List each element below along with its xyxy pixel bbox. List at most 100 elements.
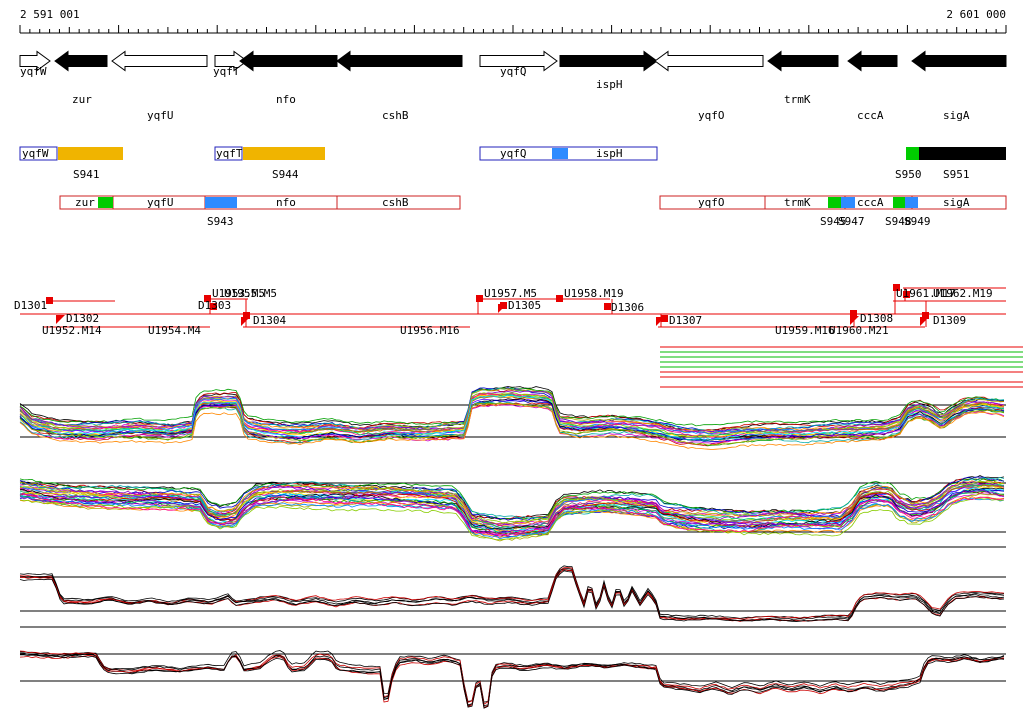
marker-label-D1309[interactable]: D1309 <box>933 314 966 327</box>
coverage-forward-trace <box>19 570 1005 622</box>
marker-flag <box>850 316 859 325</box>
marker-square[interactable] <box>46 297 53 304</box>
gene-label-yqfU: yqfU <box>147 109 174 122</box>
marker-label-D1303[interactable]: D1303 <box>198 299 231 312</box>
marker-flag <box>920 317 929 326</box>
marker-square[interactable] <box>661 315 668 322</box>
gene-label-cccA: cccA <box>857 109 884 122</box>
marker-label-D1302[interactable]: D1302 <box>66 312 99 325</box>
segment-label-S950: S950 <box>895 168 922 181</box>
segment-label-S944: S944 <box>272 168 299 181</box>
gene-arrow-yqfO[interactable] <box>654 50 764 72</box>
marker-label-D1306[interactable]: D1306 <box>611 301 644 314</box>
marker-label-U1956.M16[interactable]: U1956.M16 <box>400 324 460 337</box>
gene-label-yqfT: yqfT <box>213 65 240 78</box>
marker-label-U1953.M5[interactable]: U1953.M5 <box>212 287 265 300</box>
expression-forward-dense-trace <box>19 387 1005 432</box>
expression-reverse-dense-trace <box>19 477 1005 519</box>
transcript-box[interactable] <box>214 146 243 161</box>
marker-square[interactable] <box>210 303 217 310</box>
operon-box[interactable] <box>659 195 1007 210</box>
gene-arrow-zur[interactable] <box>54 50 108 72</box>
transcript-box[interactable] <box>19 146 58 161</box>
operon-segment[interactable] <box>905 197 918 208</box>
marker-square[interactable] <box>604 303 611 310</box>
marker-label-D1308[interactable]: D1308 <box>860 312 893 325</box>
operon-segment[interactable] <box>205 197 237 208</box>
marker-label-U1959.M16[interactable]: U1959.M16 <box>775 324 835 337</box>
expression-reverse-dense-trace <box>19 484 1005 530</box>
segment-label-S951: S951 <box>943 168 970 181</box>
gene-arrow-yqfT[interactable] <box>214 50 248 72</box>
gene-arrow-nfo[interactable] <box>239 50 338 72</box>
gene-arrow-cccA[interactable] <box>847 50 898 72</box>
operon-segment[interactable] <box>841 197 855 208</box>
marker-square[interactable] <box>243 312 250 319</box>
operon-segment[interactable] <box>828 197 841 208</box>
gene-label-ispH: ispH <box>596 78 623 91</box>
marker-flag <box>656 317 665 326</box>
operon-gene-label-sigA: sigA <box>943 196 970 209</box>
expression-reverse-dense-trace <box>19 493 1005 537</box>
marker-square[interactable] <box>893 284 900 291</box>
operon-box[interactable] <box>59 195 461 210</box>
transcript-label-ispH: ispH <box>596 147 623 160</box>
marker-square[interactable] <box>204 295 211 302</box>
marker-label-U1952.M14[interactable]: U1952.M14 <box>42 324 102 337</box>
gene-arrow-ispH[interactable] <box>559 50 658 72</box>
marker-square[interactable] <box>922 312 929 319</box>
marker-square[interactable] <box>850 310 857 317</box>
gene-label-trmK: trmK <box>784 93 811 106</box>
segment-label-S947: S947 <box>838 215 865 228</box>
marker-flag <box>56 315 65 324</box>
segment-label-S949: S949 <box>904 215 931 228</box>
operon-segment[interactable] <box>98 197 113 208</box>
operon-gene-label-yqfU: yqfU <box>147 196 174 209</box>
marker-label-U1958.M19[interactable]: U1958.M19 <box>564 287 624 300</box>
marker-square[interactable] <box>476 295 483 302</box>
gene-arrow-cshB[interactable] <box>336 50 463 72</box>
segment-box-S944[interactable] <box>243 147 325 160</box>
transcript-segment[interactable] <box>552 148 568 159</box>
gene-arrow-trmK[interactable] <box>767 50 839 72</box>
gene-label-sigA: sigA <box>943 109 970 122</box>
gene-arrow-yqfW[interactable] <box>19 50 51 72</box>
gene-arrow-sigA[interactable] <box>911 50 1007 72</box>
operon-gene-label-zur: zur <box>75 196 95 209</box>
operon-gene-label-cccA: cccA <box>857 196 884 209</box>
segment-box-S941[interactable] <box>58 147 123 160</box>
gene-arrow-yqfU[interactable] <box>111 50 208 72</box>
segment-box-S951[interactable] <box>919 147 1006 160</box>
expression-forward-dense-trace <box>19 394 1005 441</box>
marker-label-D1307[interactable]: D1307 <box>669 314 702 327</box>
segment-label-S943: S943 <box>207 215 234 228</box>
gene-label-cshB: cshB <box>382 109 409 122</box>
marker-label-U1961.M17[interactable]: U1961.M17 <box>896 287 956 300</box>
marker-label-D1301[interactable]: D1301 <box>14 299 47 312</box>
coverage-forward-trace <box>19 565 1005 619</box>
marker-label-U1955.M5[interactable]: U1955.M5 <box>224 287 277 300</box>
marker-label-D1305[interactable]: D1305 <box>508 299 541 312</box>
marker-label-U1962.M19[interactable]: U1962.M19 <box>933 287 993 300</box>
marker-label-U1960.M21[interactable]: U1960.M21 <box>829 324 889 337</box>
transcript-box[interactable] <box>479 146 658 161</box>
coverage-reverse-trace <box>19 655 1005 709</box>
expression-reverse-dense-trace <box>19 481 1005 526</box>
gene-arrow-yqfQ[interactable] <box>479 50 558 72</box>
marker-square[interactable] <box>903 291 910 298</box>
operon-segment[interactable] <box>893 197 905 208</box>
gene-label-nfo: nfo <box>276 93 296 106</box>
expression-reverse-dense-trace <box>19 487 1005 530</box>
coverage-reverse-trace <box>20 654 1005 709</box>
marker-label-U1957.M5[interactable]: U1957.M5 <box>484 287 537 300</box>
marker-label-U1954.M4[interactable]: U1954.M4 <box>148 324 201 337</box>
expression-forward-dense-trace <box>19 387 1005 427</box>
expression-reverse-dense-trace <box>19 493 1005 542</box>
operon-gene-label-yqfO: yqfO <box>698 196 725 209</box>
marker-label-D1304[interactable]: D1304 <box>253 314 286 327</box>
marker-square[interactable] <box>556 295 563 302</box>
expression-forward-dense-trace <box>19 402 1005 446</box>
expression-forward-dense-trace <box>19 403 1005 450</box>
segment-box-S950[interactable] <box>906 147 919 160</box>
